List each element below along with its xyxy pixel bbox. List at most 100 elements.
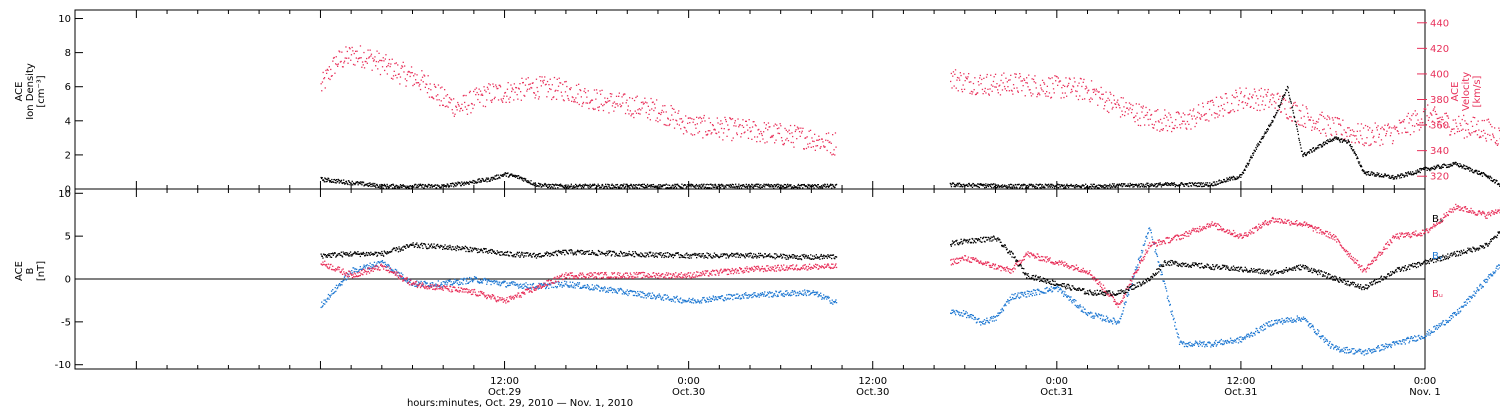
- density-series-point: [759, 187, 761, 189]
- density-series-point: [1227, 180, 1229, 182]
- by-series-point: [1097, 316, 1099, 318]
- density-series-point: [829, 184, 831, 186]
- density-series-point: [1462, 165, 1464, 168]
- density-series-point: [1289, 97, 1291, 99]
- by-series-point: [345, 279, 347, 281]
- density-series-point: [1205, 184, 1208, 186]
- velocity-series-point: [729, 117, 731, 119]
- velocity-series-point: [1465, 122, 1467, 125]
- density-series-point: [379, 184, 381, 186]
- by-series-point: [648, 292, 650, 294]
- density-series-point: [1201, 183, 1203, 185]
- by-series-point: [586, 284, 589, 286]
- velocity-series-point: [1396, 126, 1398, 128]
- velocity-series-point: [1202, 102, 1204, 104]
- by-series-point: [513, 284, 515, 286]
- density-series-point: [634, 184, 636, 186]
- density-series-point: [1066, 183, 1068, 185]
- density-series-point: [718, 183, 720, 186]
- density-series-point: [1364, 171, 1366, 173]
- density-series-point: [737, 185, 739, 187]
- by-series-point: [1158, 261, 1160, 263]
- by-series-point: [806, 289, 808, 292]
- velocity-series-point: [597, 106, 599, 109]
- velocity-series-point: [976, 92, 978, 94]
- velocity-series-point: [1480, 136, 1482, 138]
- velocity-series-point: [662, 105, 664, 107]
- density-series-point: [597, 183, 599, 185]
- by-series-point: [386, 264, 388, 267]
- by-series-point: [950, 312, 952, 314]
- by-series-point: [1107, 320, 1109, 322]
- by-series-point: [598, 286, 600, 288]
- velocity-series-point: [522, 82, 524, 84]
- density-series-point: [1351, 146, 1353, 148]
- density-series-point: [524, 177, 526, 180]
- density-series-point: [679, 186, 681, 188]
- velocity-series-point: [623, 93, 625, 95]
- velocity-series-point: [388, 62, 390, 65]
- velocity-series-point: [1277, 92, 1279, 94]
- by-series-point: [1072, 299, 1075, 301]
- density-series-point: [635, 186, 637, 188]
- by-series-point: [641, 296, 643, 298]
- by-series-point: [769, 291, 771, 293]
- density-series-point: [710, 187, 713, 189]
- by-series-point: [333, 292, 335, 294]
- by-series-point: [1012, 297, 1014, 299]
- by-series-point: [821, 298, 823, 300]
- velocity-series-point: [1211, 99, 1213, 101]
- velocity-series-point: [404, 78, 406, 80]
- by-series-point: [756, 295, 758, 297]
- velocity-series-point: [1172, 127, 1174, 129]
- density-series-point: [1130, 184, 1132, 186]
- velocity-series-point: [963, 73, 965, 75]
- velocity-series-point: [497, 87, 499, 90]
- by-series-point: [1131, 283, 1133, 285]
- velocity-series-point: [748, 119, 750, 121]
- velocity-series-point: [558, 77, 560, 79]
- by-series-point: [777, 295, 779, 297]
- by-series-point: [651, 292, 654, 294]
- velocity-series-point: [390, 63, 392, 65]
- velocity-series-point: [637, 109, 639, 111]
- density-series-point: [711, 184, 714, 186]
- velocity-series-point: [1249, 106, 1251, 108]
- by-series-point: [622, 290, 624, 292]
- density-series-point: [722, 184, 724, 186]
- density-series-point: [324, 178, 327, 180]
- density-series-point: [1283, 95, 1285, 97]
- velocity-series-point: [638, 112, 640, 115]
- velocity-series-point: [661, 109, 663, 112]
- density-series-point: [1106, 184, 1108, 187]
- by-series-point: [1201, 342, 1203, 344]
- density-series-point: [1039, 187, 1041, 189]
- density-series-point: [367, 184, 369, 187]
- velocity-series-point: [1187, 114, 1189, 116]
- density-series-point: [1304, 152, 1306, 154]
- velocity-series-point: [1182, 112, 1184, 114]
- by-series-point: [1009, 300, 1011, 302]
- density-series-point: [570, 185, 572, 187]
- velocity-series-point: [778, 132, 781, 135]
- by-series-point: [353, 270, 355, 273]
- by-series-point: [1112, 323, 1114, 325]
- by-series-point: [461, 282, 463, 284]
- density-series-point: [1116, 183, 1118, 185]
- density-series-point: [1496, 180, 1498, 182]
- velocity-series-point: [1375, 141, 1377, 143]
- velocity-series-point: [806, 136, 808, 138]
- density-series-point: [361, 184, 363, 186]
- density-series-point: [798, 185, 801, 187]
- by-series-point: [1058, 286, 1060, 288]
- density-series-point: [1039, 183, 1042, 185]
- by-series-point: [697, 299, 699, 301]
- density-series-point: [1357, 161, 1360, 163]
- velocity-series-point: [1018, 77, 1020, 79]
- velocity-series-point: [1291, 120, 1294, 122]
- density-series-point: [824, 184, 826, 186]
- density-series: [320, 85, 1500, 189]
- by-series-point: [1056, 287, 1058, 289]
- velocity-series-point: [1487, 118, 1490, 120]
- velocity-series-point: [408, 70, 410, 73]
